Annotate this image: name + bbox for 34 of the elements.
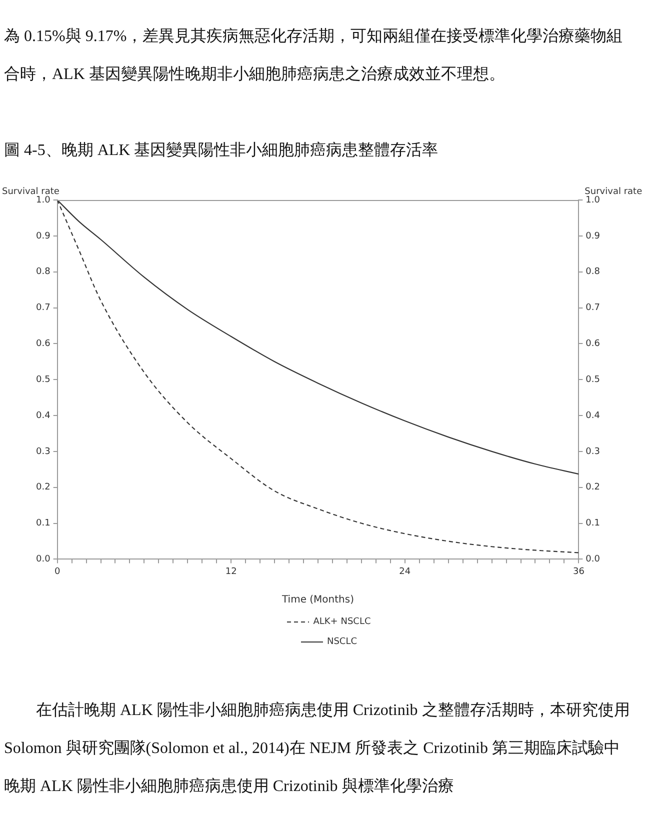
legend-label: NSCLC xyxy=(326,637,358,647)
text: 在估計晚期 ALK 陽性非小細胞肺癌病患使用 Crizotinib 之整體存活期時，本研究使用 Solomon 與研究團隊(Solomon et al., 2014)在 NEJM 所發表之 Crizotinib 第三期臨床試驗中晚期 ALK 陽性非小細胞肺癌病患使用 Crizotinib 與標準化學治療 xyxy=(4,702,630,795)
y2-tick-label: 0.4 xyxy=(586,410,600,421)
y-tick-label: 0.6 xyxy=(36,339,51,350)
legend-label: ALK+ NSCLC xyxy=(313,617,371,627)
y2-tick-label: 0.8 xyxy=(586,267,600,278)
y2-tick-label: 0.7 xyxy=(586,303,600,314)
y2-tick-label: 0.5 xyxy=(586,374,600,385)
y2-axis-title: Survival rate xyxy=(584,186,643,197)
y-tick-label: 0.3 xyxy=(36,446,50,457)
x-tick-label: 36 xyxy=(572,566,585,577)
y2-tick-label: 0.3 xyxy=(586,446,600,457)
y-tick-label: 0.5 xyxy=(36,374,50,385)
y2-tick-label: 0.9 xyxy=(586,231,600,242)
y2-tick-label: 0.1 xyxy=(586,518,600,529)
y-tick-label: 0.0 xyxy=(36,554,51,565)
y-tick-label: 0.1 xyxy=(36,518,50,529)
x-axis-title: Time (Months) xyxy=(280,594,354,606)
y-tick-label: 0.8 xyxy=(36,267,51,278)
chart-title: 圖 4-5、晚期 ALK 基因變異陽性非小細胞肺癌病患整體存活率 xyxy=(4,140,438,161)
y-axis-title: Survival rate xyxy=(2,186,60,197)
x-tick-label: 0 xyxy=(54,566,60,577)
y2-tick-label: 0.2 xyxy=(586,482,600,493)
y-tick-label: 0.4 xyxy=(36,410,51,421)
x-tick-label: 12 xyxy=(225,566,237,577)
y-tick-label: 1.0 xyxy=(36,195,51,206)
y2-tick-label: 1.0 xyxy=(586,195,600,206)
y2-tick-label: 0.0 xyxy=(586,554,600,565)
y-tick-label: 0.7 xyxy=(36,303,50,314)
y2-tick-label: 0.6 xyxy=(586,339,600,350)
x-tick-label: 24 xyxy=(399,566,411,577)
text: 為 0.15%與 9.17%，差異見其疾病無惡化存活期，可知兩組僅在接受標準化學治療藥物組合時，ALK 基因變異陽性晚期非小細胞肺癌病患之治療成效並不理想。 xyxy=(4,28,623,83)
y-tick-label: 0.9 xyxy=(36,231,51,242)
y-tick-label: 0.2 xyxy=(36,482,50,493)
